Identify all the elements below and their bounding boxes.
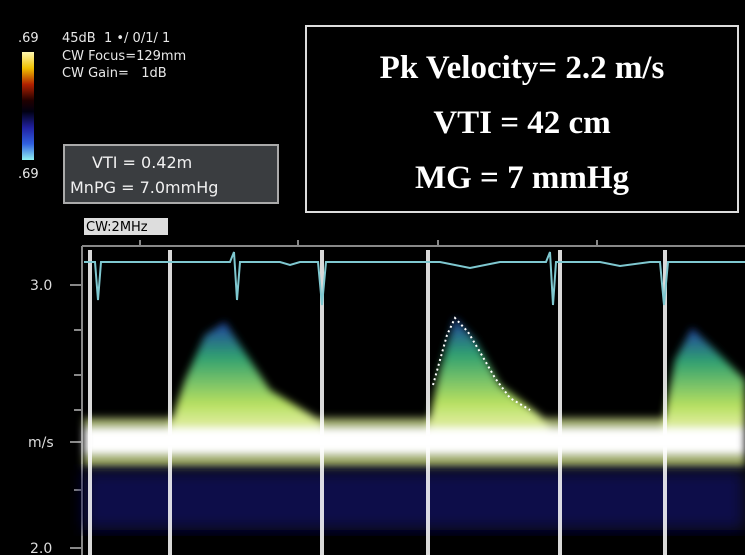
setting: 45dB 1 •/ 0/1/ 1 [62, 31, 170, 46]
axis-label: 3.0 [30, 278, 52, 294]
reverse-flow [84, 470, 745, 530]
measurement-box: VTI = 0.42m MnPG = 7.0mmHg [64, 145, 278, 203]
scale-top: .69 [18, 31, 39, 46]
mode: CW:2MHz [86, 220, 148, 235]
summary-line: MG = 7 mmHg [415, 160, 630, 196]
summary-line: Pk Velocity= 2.2 m/s [380, 50, 665, 86]
axis-unit: m/s [28, 435, 54, 451]
summary-box: Pk Velocity= 2.2 m/s VTI = 42 cm MG = 7 … [306, 26, 738, 212]
ultrasound-screen: .69 45dB 1 •/ 0/1/ 1 CW Focus=129mm CW G… [0, 0, 745, 555]
color-bar [22, 52, 34, 160]
scale-bottom: .69 [18, 167, 39, 182]
summary-line: VTI = 42 cm [433, 105, 610, 141]
setting: CW Focus=129mm [62, 49, 186, 64]
axis-label: 2.0 [30, 541, 52, 555]
measurement: VTI = 0.42m [92, 153, 192, 172]
setting: CW Gain= 1dB [62, 66, 167, 81]
measurement: MnPG = 7.0mmHg [70, 178, 218, 197]
